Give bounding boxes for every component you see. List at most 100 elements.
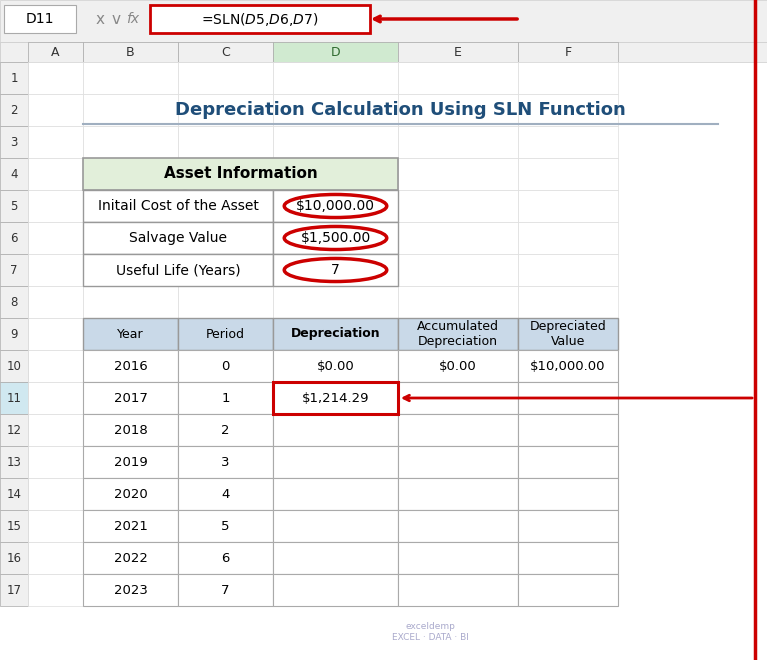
FancyBboxPatch shape — [83, 574, 178, 606]
Text: 5: 5 — [221, 519, 230, 533]
Text: 7: 7 — [221, 583, 230, 597]
FancyBboxPatch shape — [518, 414, 618, 446]
FancyBboxPatch shape — [28, 126, 83, 158]
FancyBboxPatch shape — [0, 94, 28, 126]
FancyBboxPatch shape — [518, 382, 618, 414]
FancyBboxPatch shape — [0, 190, 28, 222]
FancyBboxPatch shape — [398, 42, 518, 62]
FancyBboxPatch shape — [518, 478, 618, 510]
FancyBboxPatch shape — [518, 42, 618, 62]
FancyBboxPatch shape — [273, 126, 398, 158]
FancyBboxPatch shape — [83, 478, 178, 510]
FancyBboxPatch shape — [273, 254, 398, 286]
FancyBboxPatch shape — [28, 542, 83, 574]
FancyBboxPatch shape — [178, 542, 273, 574]
FancyBboxPatch shape — [273, 286, 398, 318]
Text: C: C — [221, 46, 230, 59]
Text: 2018: 2018 — [114, 424, 147, 436]
FancyBboxPatch shape — [178, 542, 273, 574]
FancyBboxPatch shape — [0, 126, 28, 158]
FancyBboxPatch shape — [28, 574, 83, 606]
Text: 2: 2 — [221, 424, 230, 436]
FancyBboxPatch shape — [178, 510, 273, 542]
Text: $1,500.00: $1,500.00 — [301, 231, 370, 245]
Text: D: D — [331, 46, 341, 59]
FancyBboxPatch shape — [0, 414, 28, 446]
FancyBboxPatch shape — [178, 318, 273, 350]
FancyBboxPatch shape — [398, 254, 518, 286]
FancyBboxPatch shape — [83, 222, 178, 254]
Text: Useful Life (Years): Useful Life (Years) — [116, 263, 240, 277]
FancyBboxPatch shape — [83, 382, 178, 414]
FancyBboxPatch shape — [178, 158, 273, 190]
FancyBboxPatch shape — [28, 510, 83, 542]
FancyBboxPatch shape — [83, 158, 398, 190]
FancyBboxPatch shape — [0, 42, 28, 62]
FancyBboxPatch shape — [518, 94, 618, 126]
FancyBboxPatch shape — [398, 510, 518, 542]
FancyBboxPatch shape — [398, 574, 518, 606]
FancyBboxPatch shape — [28, 94, 83, 126]
FancyBboxPatch shape — [178, 94, 273, 126]
FancyBboxPatch shape — [0, 382, 28, 414]
FancyBboxPatch shape — [273, 478, 398, 510]
Text: $0.00: $0.00 — [439, 360, 477, 372]
Text: 7: 7 — [10, 263, 18, 277]
FancyBboxPatch shape — [83, 318, 178, 350]
FancyBboxPatch shape — [518, 158, 618, 190]
FancyBboxPatch shape — [398, 574, 518, 606]
FancyBboxPatch shape — [28, 62, 83, 94]
Text: 9: 9 — [10, 327, 18, 341]
FancyBboxPatch shape — [273, 382, 398, 414]
FancyBboxPatch shape — [398, 318, 518, 350]
FancyBboxPatch shape — [0, 286, 28, 318]
Text: 2016: 2016 — [114, 360, 147, 372]
FancyBboxPatch shape — [273, 542, 398, 574]
FancyBboxPatch shape — [0, 542, 28, 574]
FancyBboxPatch shape — [273, 350, 398, 382]
FancyBboxPatch shape — [83, 478, 178, 510]
Text: exceldemp
EXCEL · DATA · BI: exceldemp EXCEL · DATA · BI — [392, 622, 469, 642]
FancyBboxPatch shape — [398, 318, 518, 350]
Text: 2019: 2019 — [114, 455, 147, 469]
FancyBboxPatch shape — [273, 478, 398, 510]
FancyBboxPatch shape — [518, 254, 618, 286]
FancyBboxPatch shape — [178, 574, 273, 606]
FancyBboxPatch shape — [273, 190, 398, 222]
FancyBboxPatch shape — [83, 510, 178, 542]
FancyBboxPatch shape — [0, 510, 28, 542]
FancyBboxPatch shape — [518, 190, 618, 222]
FancyBboxPatch shape — [178, 190, 273, 222]
FancyBboxPatch shape — [4, 5, 76, 33]
FancyBboxPatch shape — [178, 350, 273, 382]
Text: $1,214.29: $1,214.29 — [301, 391, 369, 405]
FancyBboxPatch shape — [273, 574, 398, 606]
FancyBboxPatch shape — [273, 510, 398, 542]
FancyBboxPatch shape — [518, 574, 618, 606]
FancyBboxPatch shape — [398, 190, 518, 222]
Text: 13: 13 — [7, 455, 21, 469]
FancyBboxPatch shape — [398, 126, 518, 158]
FancyBboxPatch shape — [273, 574, 398, 606]
FancyBboxPatch shape — [273, 350, 398, 382]
FancyBboxPatch shape — [398, 382, 518, 414]
FancyBboxPatch shape — [273, 94, 398, 126]
Text: Accumulated
Depreciation: Accumulated Depreciation — [417, 320, 499, 348]
FancyBboxPatch shape — [83, 542, 178, 574]
FancyBboxPatch shape — [83, 446, 178, 478]
Text: 2017: 2017 — [114, 391, 147, 405]
FancyBboxPatch shape — [83, 126, 178, 158]
FancyBboxPatch shape — [518, 446, 618, 478]
Text: 14: 14 — [6, 488, 21, 500]
FancyBboxPatch shape — [178, 478, 273, 510]
Text: 2021: 2021 — [114, 519, 147, 533]
FancyBboxPatch shape — [273, 318, 398, 350]
FancyBboxPatch shape — [398, 478, 518, 510]
FancyBboxPatch shape — [28, 478, 83, 510]
FancyBboxPatch shape — [178, 126, 273, 158]
Text: 6: 6 — [222, 552, 229, 564]
FancyBboxPatch shape — [83, 286, 178, 318]
FancyBboxPatch shape — [178, 574, 273, 606]
FancyBboxPatch shape — [518, 222, 618, 254]
FancyBboxPatch shape — [398, 350, 518, 382]
